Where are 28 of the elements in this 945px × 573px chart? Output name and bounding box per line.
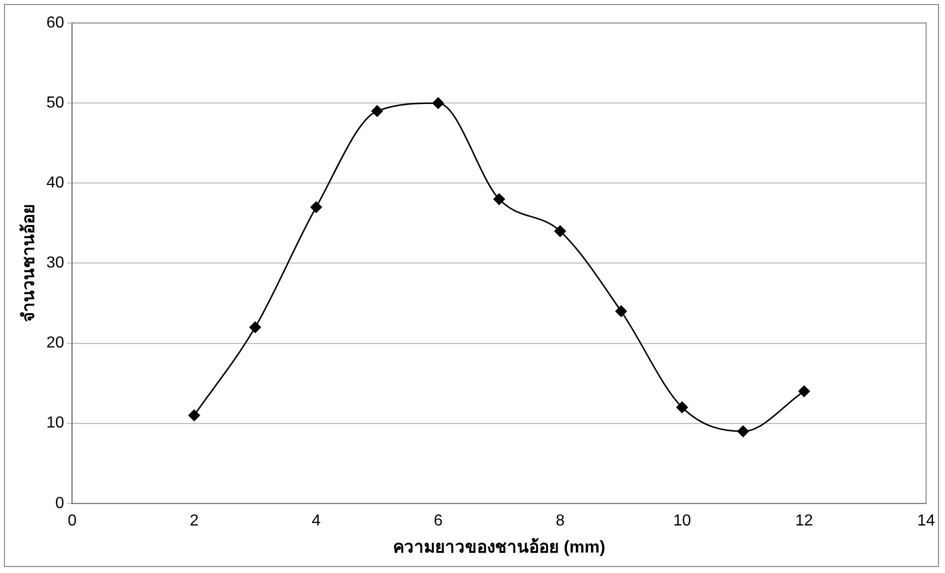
point	[676, 402, 688, 414]
x-tick-label: 4	[312, 512, 321, 530]
point	[615, 305, 627, 317]
y-tick-label: 50	[46, 94, 64, 112]
y-tick-label: 10	[46, 414, 64, 432]
x-tick-label: 2	[190, 512, 199, 530]
point	[737, 426, 749, 438]
point	[493, 193, 505, 205]
y-axis-title: จำนวนชานอ้อย	[18, 204, 38, 322]
point	[249, 322, 261, 334]
point	[188, 410, 200, 422]
y-tick-label: 0	[55, 494, 64, 512]
point	[798, 386, 810, 398]
y-tick-label: 60	[46, 14, 64, 32]
x-tick-label: 12	[795, 512, 814, 530]
y-tick-label: 40	[46, 174, 64, 192]
x-tick-label: 6	[434, 512, 443, 530]
y-tick-label: 30	[46, 254, 64, 272]
x-tick-label: 10	[673, 512, 692, 530]
x-tick-label: 0	[68, 512, 77, 530]
point	[371, 105, 383, 117]
y-tick-label: 20	[46, 334, 64, 352]
point	[554, 225, 566, 237]
x-axis-title: ความยาวของชานอ้อย (mm)	[393, 537, 606, 556]
x-tick-label: 14	[917, 512, 936, 530]
point	[432, 97, 444, 109]
x-tick-label: 8	[556, 512, 565, 530]
point	[310, 201, 322, 213]
